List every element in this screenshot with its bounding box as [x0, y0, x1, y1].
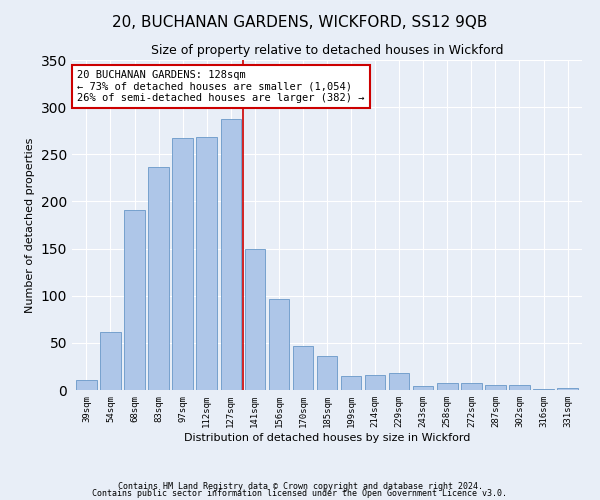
Bar — [341, 376, 361, 390]
Bar — [461, 384, 482, 390]
Bar — [437, 384, 458, 390]
Bar — [413, 386, 433, 390]
Bar — [196, 138, 217, 390]
Text: Contains public sector information licensed under the Open Government Licence v3: Contains public sector information licen… — [92, 489, 508, 498]
Bar — [485, 386, 506, 390]
Bar — [389, 373, 409, 390]
Bar — [100, 332, 121, 390]
Bar — [557, 388, 578, 390]
Bar — [76, 380, 97, 390]
Bar — [148, 168, 169, 390]
Bar — [221, 120, 241, 390]
Y-axis label: Number of detached properties: Number of detached properties — [25, 138, 35, 312]
Bar — [172, 138, 193, 390]
Bar — [293, 346, 313, 390]
X-axis label: Distribution of detached houses by size in Wickford: Distribution of detached houses by size … — [184, 432, 470, 442]
Bar — [124, 210, 145, 390]
Bar — [269, 298, 289, 390]
Bar — [509, 386, 530, 390]
Bar — [245, 248, 265, 390]
Bar — [317, 356, 337, 390]
Bar — [533, 389, 554, 390]
Text: 20 BUCHANAN GARDENS: 128sqm
← 73% of detached houses are smaller (1,054)
26% of : 20 BUCHANAN GARDENS: 128sqm ← 73% of det… — [77, 70, 365, 103]
Text: Contains HM Land Registry data © Crown copyright and database right 2024.: Contains HM Land Registry data © Crown c… — [118, 482, 482, 491]
Title: Size of property relative to detached houses in Wickford: Size of property relative to detached ho… — [151, 44, 503, 58]
Bar — [365, 375, 385, 390]
Text: 20, BUCHANAN GARDENS, WICKFORD, SS12 9QB: 20, BUCHANAN GARDENS, WICKFORD, SS12 9QB — [112, 15, 488, 30]
